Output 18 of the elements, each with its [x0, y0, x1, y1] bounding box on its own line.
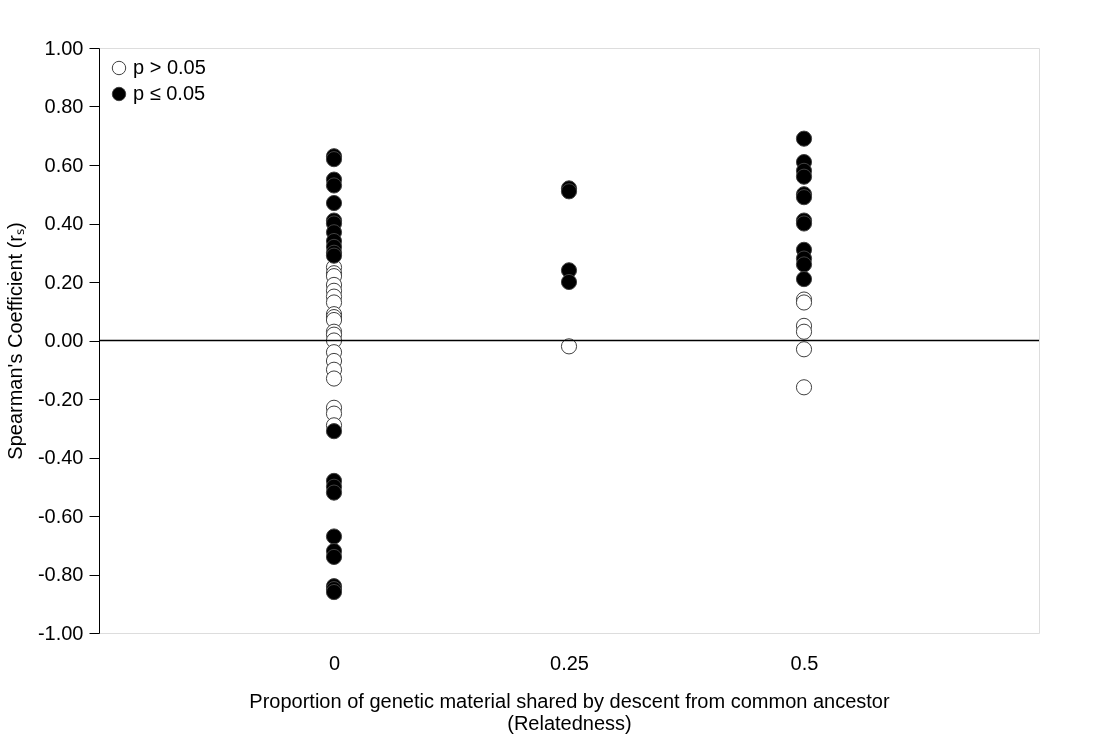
x-tick-label: 0.25 [550, 651, 589, 674]
x-tick-label: 0 [328, 651, 341, 674]
legend-label: p > 0.05 [133, 56, 206, 78]
y-tick-label: -1.00 [37, 621, 84, 644]
y-tick-label: -0.20 [37, 387, 84, 410]
y-tick-label: 1.00 [44, 36, 84, 59]
y-tick-label: 0.00 [44, 329, 84, 351]
y-tick-label: -0.80 [37, 563, 84, 585]
x-axis-title: Proportion of genetic material shared by descent from common ancestor (Relatedness) [249, 689, 890, 734]
y-tick-label: 0.60 [44, 153, 84, 176]
y-tick-label: 0.20 [44, 270, 84, 293]
x-tick-label: 0.5 [790, 651, 819, 674]
y-axis-title: Spearman's Coefficient (rₛ) [3, 222, 26, 460]
y-tick-label: 0.40 [44, 212, 84, 234]
legend-label: p ≤ 0.05 [133, 82, 206, 104]
y-tick-label: -0.40 [37, 446, 84, 468]
y-tick-label: -0.60 [37, 504, 84, 527]
y-tick-label: 0.80 [44, 95, 84, 117]
